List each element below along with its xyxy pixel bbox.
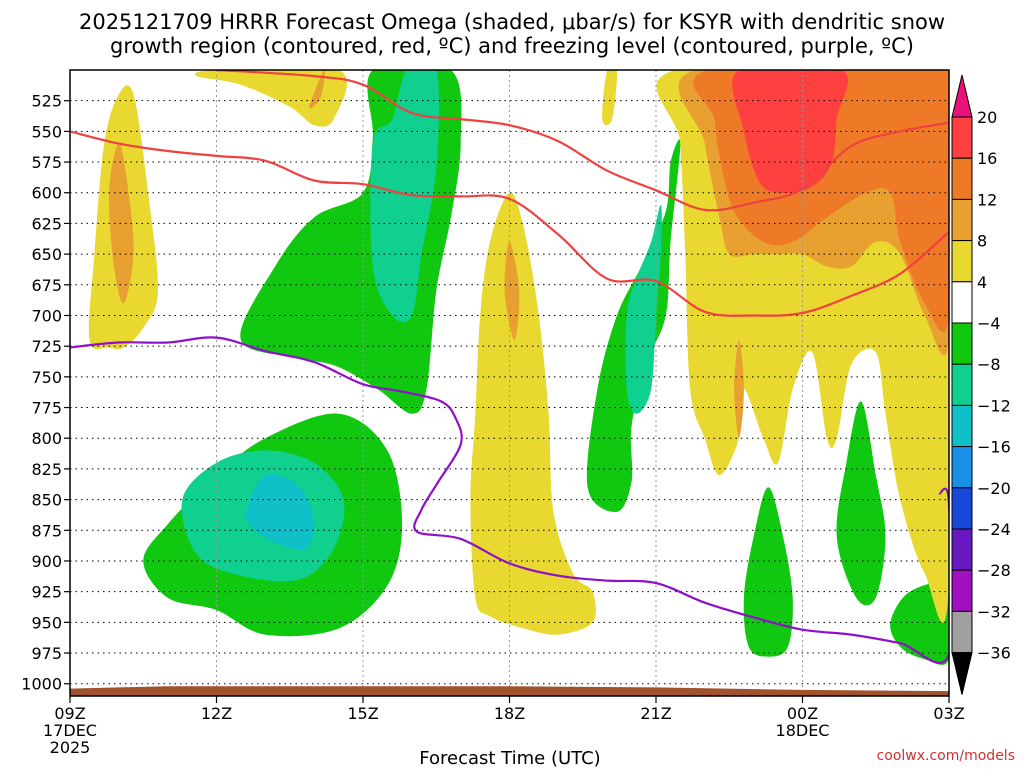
- y-tick-label-925: 925: [31, 583, 62, 602]
- omega-region-1-1: [370, 70, 440, 323]
- colorbar-label-7: −12: [977, 396, 1011, 415]
- y-tick-label-725: 725: [31, 337, 62, 356]
- y-tick-label-625: 625: [31, 214, 62, 233]
- colorbar-label-2: 12: [977, 190, 997, 209]
- x-axis-label: Forecast Time (UTC): [419, 748, 600, 768]
- x-tick-label-21Z: 21Z: [640, 704, 671, 723]
- omega-region-3-2: [470, 192, 596, 635]
- omega-region-4-4: [734, 340, 744, 439]
- y-tick-label-800: 800: [31, 429, 62, 448]
- omega-shading: [88, 70, 949, 665]
- y-tick-label-525: 525: [31, 92, 62, 111]
- colorbar-label-13: −36: [977, 644, 1011, 663]
- colorbar-label-5: −4: [977, 314, 1001, 333]
- colorbar-box-4: [951, 281, 973, 324]
- y-tick-label-825: 825: [31, 460, 62, 479]
- y-tick-label-750: 750: [31, 368, 62, 387]
- chart-title-line-1: 2025121709 HRRR Forecast Omega (shaded, …: [79, 10, 945, 34]
- y-tick-label-950: 950: [31, 613, 62, 632]
- colorbar-box-1: [951, 157, 973, 200]
- chart-title-line-2: growth region (contoured, red, ºC) and f…: [110, 34, 914, 58]
- colorbar-box-7: [951, 404, 973, 448]
- y-tick-label-675: 675: [31, 276, 62, 295]
- colorbar-box-9: [951, 487, 973, 530]
- x-tick-label-12Z: 12Z: [201, 704, 232, 723]
- y-tick-label-975: 975: [31, 644, 62, 663]
- colorbar: 20 16 12 8 4 −4 −8 −12 −16 −20 −24 −28 −32 −36: [951, 74, 1011, 695]
- colorbar-box-3: [951, 240, 973, 283]
- y-tick-label-775: 775: [31, 399, 62, 418]
- y-tick-label-550: 550: [31, 122, 62, 141]
- contour-dgz_mid: [216, 70, 949, 212]
- colorbar-box-11: [951, 569, 973, 612]
- x-tick-label-00Z: 00Z: [787, 704, 818, 723]
- terrain-surface: [70, 686, 949, 696]
- omega-region-0-3: [743, 487, 793, 657]
- colorbar-label-11: −28: [977, 561, 1011, 580]
- x-date-label-00Z: 18DEC: [776, 721, 830, 740]
- omega-region-1-2: [625, 204, 662, 414]
- x-date-label-09Z: 17DEC: [43, 721, 97, 740]
- omega-region-4-0: [108, 143, 134, 304]
- y-tick-label-1000: 1000: [21, 675, 62, 694]
- colorbar-box-8: [951, 446, 973, 489]
- omega-region-3-1: [194, 70, 347, 127]
- y-tick-label-875: 875: [31, 521, 62, 540]
- colorbar-box-5: [951, 322, 973, 365]
- colorbar-label-9: −20: [977, 479, 1011, 498]
- colorbar-box-0: [951, 116, 973, 159]
- omega-region-5-1: [924, 94, 935, 123]
- contours: [70, 70, 949, 664]
- credit-text: coolwx.com/models: [877, 748, 1015, 764]
- colorbar-box-6: [951, 363, 973, 406]
- colorbar-label-12: −32: [977, 602, 1011, 621]
- x-year-label-09Z: 2025: [50, 738, 91, 757]
- omega-region-3-3: [602, 70, 618, 126]
- terrain: [70, 686, 949, 696]
- x-tick-label-15Z: 15Z: [347, 704, 378, 723]
- y-tick-label-600: 600: [31, 184, 62, 203]
- y-tick-label-650: 650: [31, 245, 62, 264]
- colorbar-box-10: [951, 528, 973, 571]
- y-axis: 525 550 575 600 625 650 675 700 725 750 775 800 825 8…: [21, 92, 70, 694]
- grid: [70, 70, 949, 696]
- omega-region-0-4: [836, 401, 886, 606]
- y-tick-label-575: 575: [31, 153, 62, 172]
- y-tick-label-700: 700: [31, 306, 62, 325]
- contour-dgz_top: [70, 130, 949, 317]
- colorbar-label-6: −8: [977, 355, 1001, 374]
- colorbar-label-0: 20: [977, 108, 997, 127]
- colorbar-label-3: 8: [977, 232, 987, 251]
- colorbar-max-arrow: [951, 74, 973, 118]
- colorbar-label-4: 4: [977, 273, 987, 292]
- contour-freezing_level: [70, 336, 949, 664]
- colorbar-box-2: [951, 198, 973, 242]
- x-tick-label-18Z: 18Z: [494, 704, 525, 723]
- y-tick-label-900: 900: [31, 552, 62, 571]
- omega-region-4-1: [309, 70, 326, 109]
- x-tick-label-03Z: 03Z: [933, 704, 964, 723]
- y-tick-label-850: 850: [31, 491, 62, 510]
- colorbar-min-arrow: [951, 652, 973, 695]
- colorbar-label-1: 16: [977, 149, 997, 168]
- colorbar-label-10: −24: [977, 520, 1011, 539]
- colorbar-box-12: [951, 610, 973, 654]
- colorbar-label-8: −16: [977, 438, 1011, 457]
- x-tick-label-09Z: 09Z: [54, 704, 85, 723]
